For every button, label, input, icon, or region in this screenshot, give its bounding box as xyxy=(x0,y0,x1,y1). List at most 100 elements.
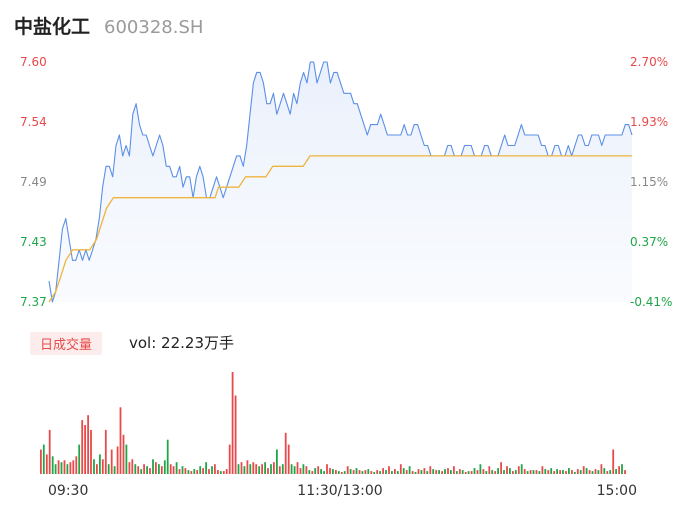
volume-bar xyxy=(299,468,302,474)
volume-bar xyxy=(107,464,110,474)
volume-bar xyxy=(101,459,104,474)
volume-bar xyxy=(152,459,154,474)
volume-bar xyxy=(332,469,334,474)
volume-bar xyxy=(426,471,429,474)
volume-bar xyxy=(423,468,426,474)
volume-bar xyxy=(467,471,470,474)
volume-bar xyxy=(276,449,278,474)
volume-bar xyxy=(379,471,381,474)
volume-bar xyxy=(438,470,440,474)
volume-bar xyxy=(429,466,432,474)
volume-bar xyxy=(57,460,60,474)
volume-bar xyxy=(252,462,255,474)
stock-header: 中盐化工 600328.SH xyxy=(14,12,203,40)
volume-bar xyxy=(81,420,84,474)
x-tick: 15:00 xyxy=(597,483,637,499)
volume-bar xyxy=(175,462,178,474)
volume-bar xyxy=(143,464,145,474)
volume-bar xyxy=(538,471,541,474)
volume-bar xyxy=(140,469,143,474)
volume-bar xyxy=(494,471,497,474)
volume-bar xyxy=(66,464,69,474)
volume-bar xyxy=(172,466,175,474)
volume-bar xyxy=(603,468,606,474)
volume-bar xyxy=(612,449,615,474)
volume-bar xyxy=(128,462,131,474)
volume-bar xyxy=(340,472,343,474)
volume-bar xyxy=(205,462,207,474)
volume-bar xyxy=(391,471,393,474)
volume-bar xyxy=(606,471,609,474)
volume-bar xyxy=(373,472,376,474)
volume-bar xyxy=(464,472,467,474)
y-tick-right: -0.41% xyxy=(630,295,672,309)
volume-bar xyxy=(396,471,399,474)
volume-bar xyxy=(305,466,308,474)
volume-bar xyxy=(476,470,479,474)
volume-bar xyxy=(568,468,570,474)
volume-bar xyxy=(582,466,585,474)
volume-bar xyxy=(591,471,594,474)
volume-bar xyxy=(261,464,263,474)
volume-bar xyxy=(565,471,567,474)
volume-bar xyxy=(382,468,384,474)
volume-bar xyxy=(556,469,558,474)
y-tick-left: 7.43 xyxy=(20,235,47,249)
volume-bar xyxy=(155,462,157,474)
volume-bar xyxy=(169,464,172,474)
volume-bar xyxy=(93,459,95,474)
volume-bar xyxy=(149,468,151,474)
volume-bar xyxy=(482,469,485,474)
volume-bar xyxy=(532,470,535,474)
average-line xyxy=(48,155,632,303)
volume-bar xyxy=(255,464,258,474)
volume-bar xyxy=(529,470,532,474)
volume-bar xyxy=(110,449,113,474)
volume-bar xyxy=(615,469,617,474)
volume-bar xyxy=(134,464,137,474)
volume-bar xyxy=(264,462,266,474)
volume-bar xyxy=(535,470,538,474)
volume-bar xyxy=(190,471,193,474)
volume-bar xyxy=(237,464,240,474)
volume-bar xyxy=(48,429,51,474)
volume-bar xyxy=(184,468,187,474)
price-area-fill xyxy=(49,62,632,302)
volume-bar xyxy=(585,468,588,474)
volume-bar xyxy=(361,471,364,474)
volume-bar xyxy=(385,470,387,474)
volume-bar xyxy=(222,471,225,474)
volume-tab[interactable]: 日成交量 xyxy=(30,332,103,355)
y-tick-right: 1.15% xyxy=(630,175,668,189)
volume-bar xyxy=(113,466,116,474)
volume-bar xyxy=(193,469,196,474)
volume-bar xyxy=(42,444,45,474)
volume-bar xyxy=(444,469,446,474)
volume-bar xyxy=(75,456,78,474)
volume-bar xyxy=(376,470,379,474)
volume-bar xyxy=(364,470,367,474)
volume-bar xyxy=(335,470,337,474)
volume-bar xyxy=(45,454,48,474)
volume-bar xyxy=(618,466,620,474)
volume-bar xyxy=(293,466,296,474)
y-tick-left: 7.49 xyxy=(20,175,47,189)
volume-bar xyxy=(506,466,508,474)
volume-bar xyxy=(503,470,505,474)
volume-bar xyxy=(84,425,86,474)
volume-bar xyxy=(500,462,502,474)
stock-name: 中盐化工 xyxy=(14,16,91,38)
volume-bar xyxy=(87,415,89,474)
volume-bar xyxy=(281,464,284,474)
volume-bar xyxy=(302,464,305,474)
volume-bar xyxy=(562,470,564,474)
volume-bar xyxy=(491,470,494,474)
volume-bar xyxy=(54,464,57,474)
volume-bar xyxy=(258,466,261,474)
price-line xyxy=(48,61,633,303)
y-tick-right: 2.70% xyxy=(630,55,668,69)
volume-bar xyxy=(217,470,219,474)
volume-bar xyxy=(278,466,281,474)
volume-bar xyxy=(358,470,361,474)
volume-bar xyxy=(514,470,517,474)
